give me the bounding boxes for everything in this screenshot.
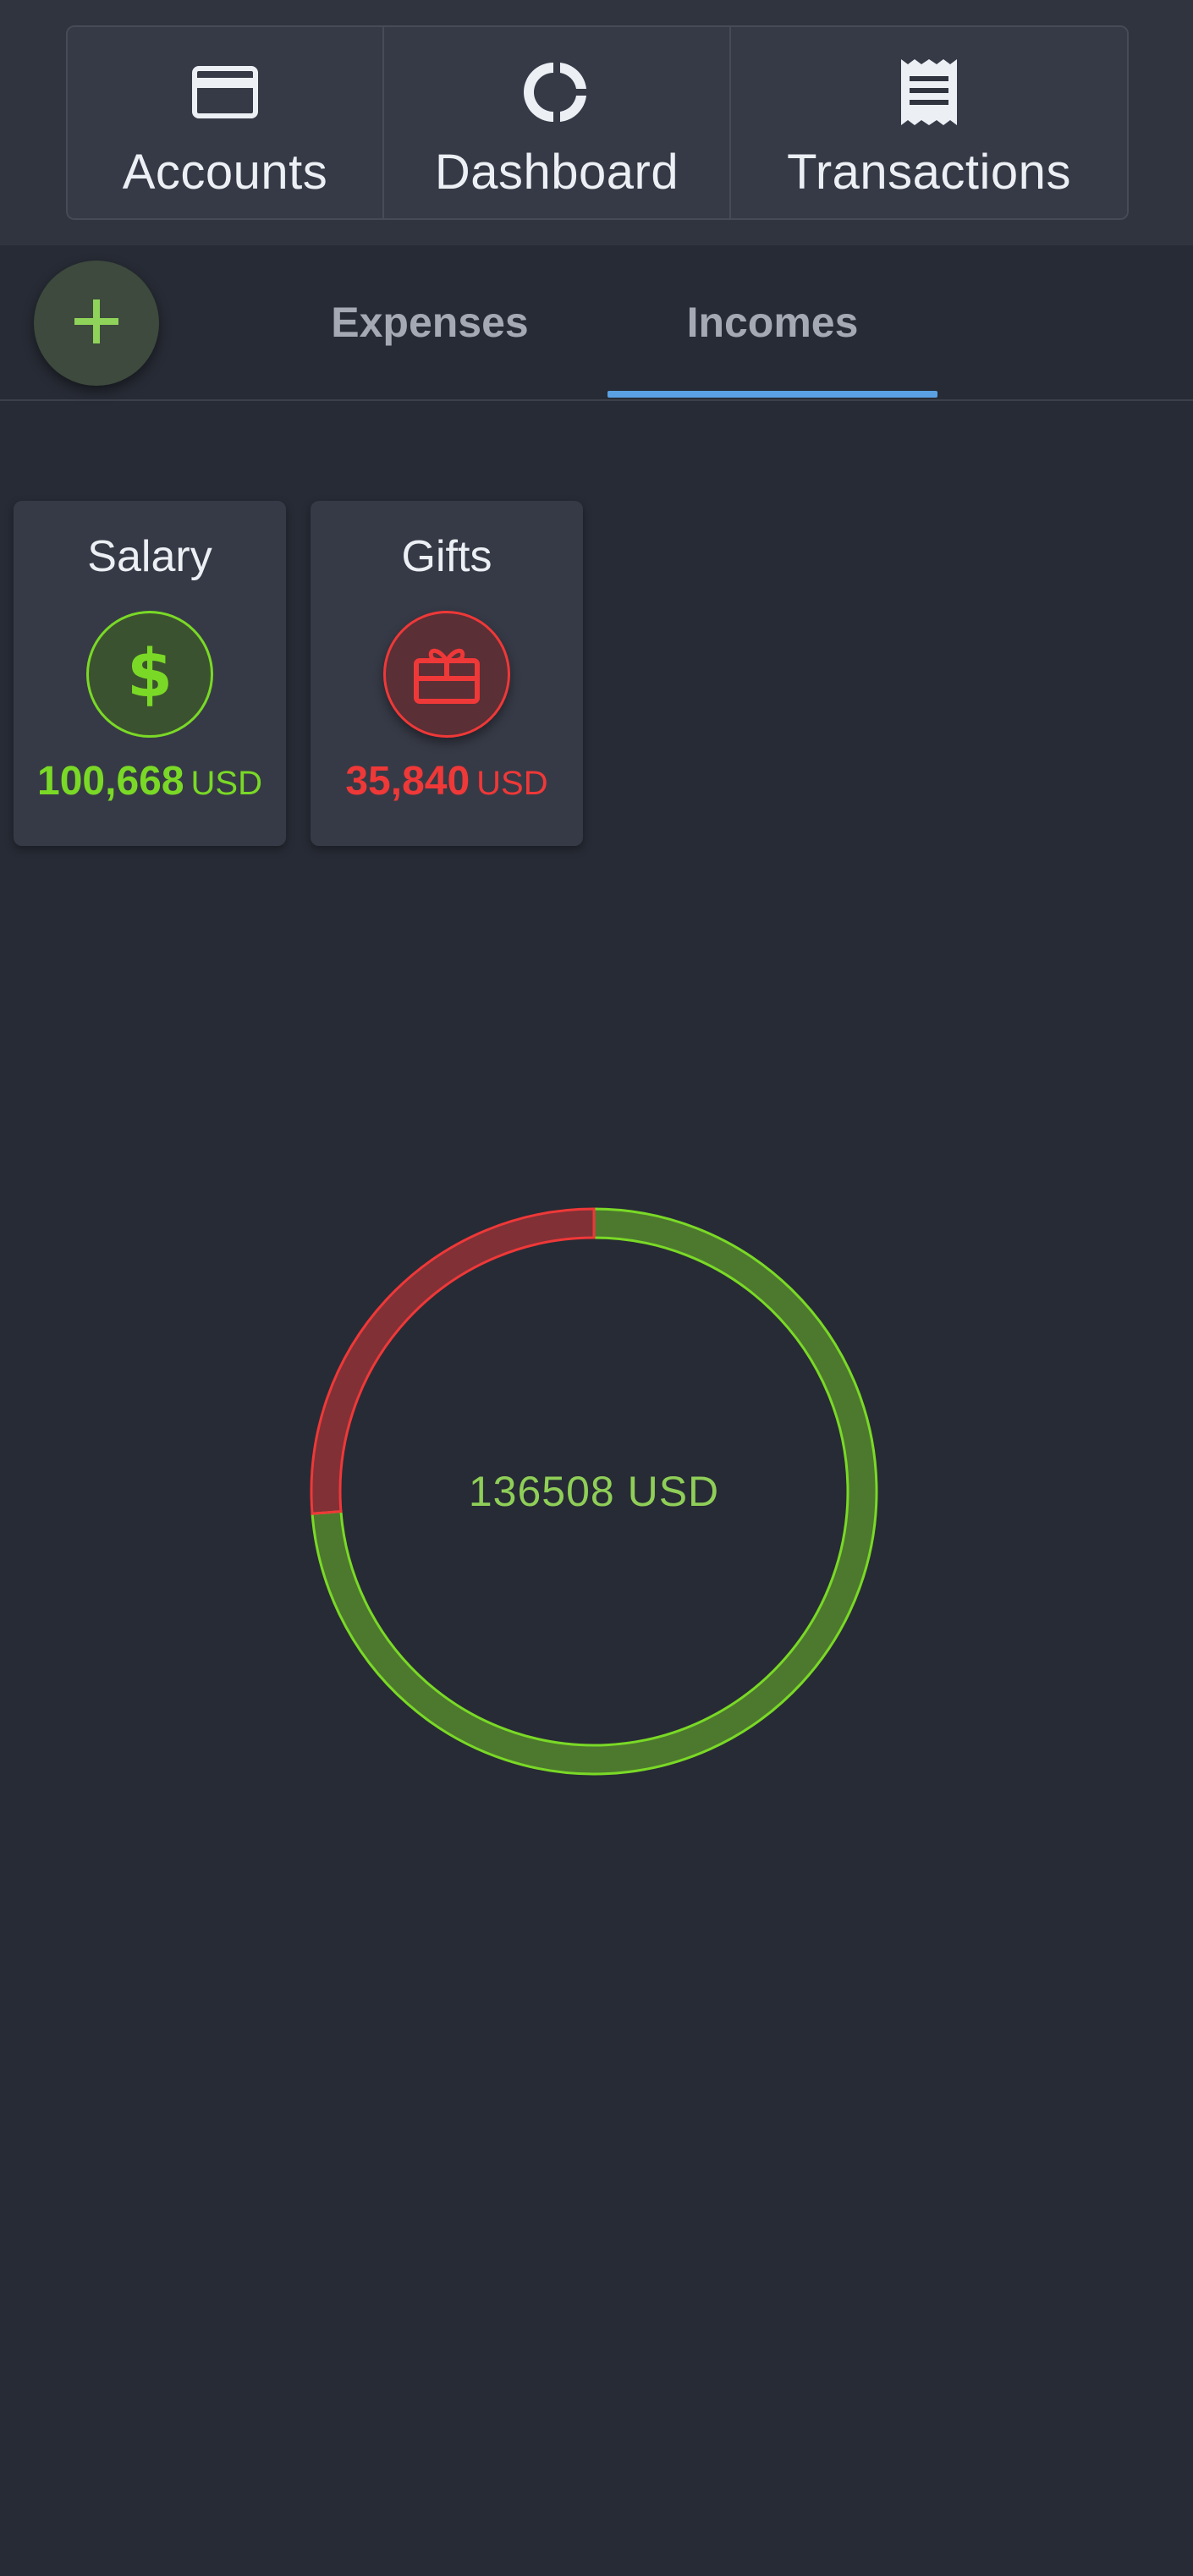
total-amount: 136508 USD [468,1468,720,1515]
amount-value: 35,840 [345,759,470,804]
gift-icon [383,611,510,738]
category-card-salary[interactable]: Salary $ 100,668 USD [14,501,286,846]
category-card-gifts[interactable]: Gifts 35,840 USD [311,501,583,846]
active-tab-indicator [607,391,937,398]
dashboard-button[interactable]: Dashboard [382,27,729,218]
accounts-label: Accounts [122,145,328,200]
amount-value: 100,668 [37,759,184,804]
tab-expenses[interactable]: Expenses [331,299,529,346]
plus-icon [71,296,122,351]
category-amount: 100,668 USD [14,758,286,805]
amount-currency: USD [190,765,262,802]
accounts-button[interactable]: Accounts [68,27,382,218]
dashboard-label: Dashboard [434,145,679,200]
donut-svg [310,1207,878,1776]
donut-segment-salary[interactable] [311,1207,878,1776]
svg-text:$: $ [127,640,173,708]
dollar-icon: $ [86,611,213,738]
transactions-label: Transactions [787,145,1071,200]
donut-segment-gifts[interactable] [310,1207,596,1515]
tab-bar: Expenses Incomes [0,245,1193,401]
category-name: Salary [87,532,212,581]
income-donut-chart: 136508 USD [309,1206,879,1777]
category-amount: 35,840 USD [311,758,583,805]
donut-chart-icon [524,59,590,125]
nav-button-group: Accounts Dashboard Transact [66,25,1129,220]
transactions-button[interactable]: Transactions [729,27,1127,218]
amount-currency: USD [476,765,548,802]
top-navigation-bar: Accounts Dashboard Transact [0,0,1193,245]
category-name: Gifts [401,532,492,581]
credit-card-icon [192,59,258,125]
receipt-icon [896,59,962,125]
tab-incomes[interactable]: Incomes [686,299,859,346]
add-income-button[interactable] [34,261,159,386]
